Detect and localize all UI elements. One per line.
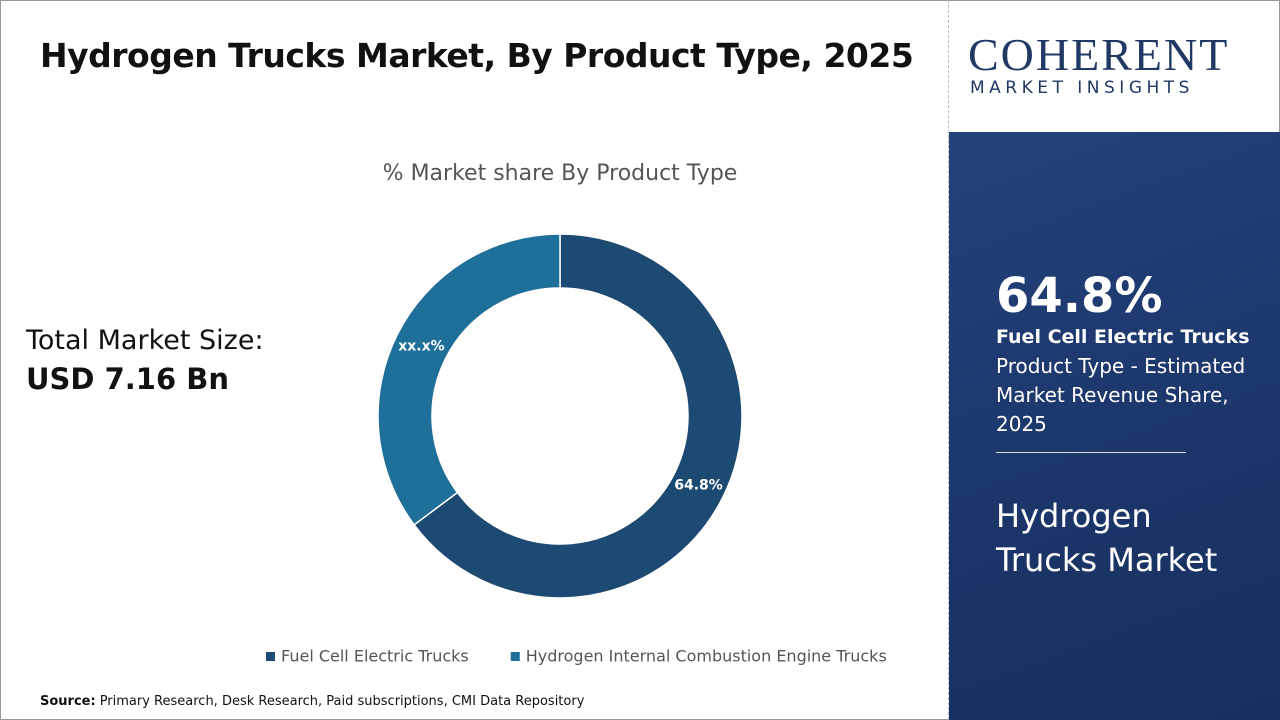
market-size-value: USD 7.16 Bn <box>26 362 229 396</box>
chart-subtitle: % Market share By Product Type <box>383 161 738 186</box>
logo-tagline: MARKET INSIGHTS <box>970 78 1194 98</box>
legend-swatch <box>266 652 275 661</box>
market-size-label: Total Market Size: <box>26 325 264 356</box>
highlight-market: Hydrogen Trucks Market <box>996 497 1218 579</box>
chart: % Market share By Product Type 64.8% xx.x… <box>266 161 887 666</box>
legend-swatch <box>510 652 520 661</box>
highlight-segment: Fuel Cell Electric Trucks <box>996 326 1250 348</box>
slice <box>413 233 743 599</box>
highlight-description: Product Type - Estimated Market Revenue … <box>996 354 1246 436</box>
legend-label: Fuel Cell Electric Trucks <box>281 647 469 666</box>
sidebar-panel <box>949 132 1280 720</box>
value-label: xx.x% <box>398 339 444 355</box>
source-text: Primary Research, Desk Research, Paid su… <box>99 694 585 709</box>
title: Hydrogen Trucks Market, By Product Type,… <box>40 36 914 75</box>
logo-name: COHERENT <box>968 29 1230 80</box>
source: Source: Primary Research, Desk Research, … <box>40 694 584 709</box>
highlight-value: 64.8% <box>996 268 1163 324</box>
divider <box>996 452 1186 453</box>
slice <box>377 233 561 526</box>
value-label: 64.8% <box>674 477 723 493</box>
sidebar <box>948 0 1280 720</box>
source-label: Source: <box>40 694 96 709</box>
legend-label: Hydrogen Internal Combustion Engine Truc… <box>526 647 887 666</box>
